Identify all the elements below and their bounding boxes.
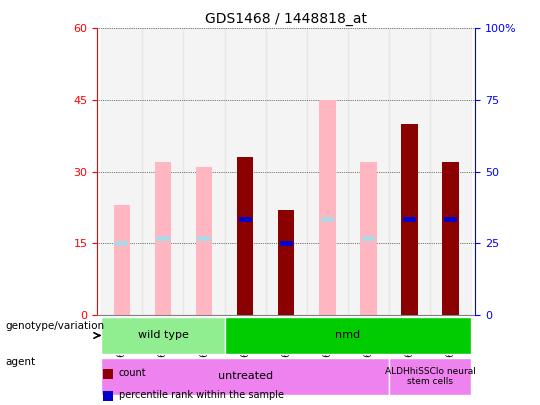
Bar bbox=[102, 28, 143, 315]
Bar bbox=[157, 236, 170, 241]
Text: genotype/variation: genotype/variation bbox=[5, 321, 105, 331]
Bar bbox=[442, 162, 459, 315]
Bar bbox=[319, 100, 335, 315]
Text: agent: agent bbox=[5, 358, 36, 367]
Bar bbox=[321, 217, 334, 222]
Bar bbox=[444, 217, 457, 222]
FancyBboxPatch shape bbox=[102, 358, 389, 395]
Bar bbox=[348, 28, 389, 315]
Text: untreated: untreated bbox=[218, 371, 273, 382]
Bar bbox=[266, 28, 307, 315]
Bar bbox=[184, 28, 225, 315]
Title: GDS1468 / 1448818_at: GDS1468 / 1448818_at bbox=[205, 12, 367, 26]
Bar bbox=[115, 241, 129, 246]
Bar bbox=[401, 124, 417, 315]
Bar bbox=[113, 205, 130, 315]
Text: count: count bbox=[119, 368, 146, 377]
Text: ALDHhiSSClo neural
stem cells: ALDHhiSSClo neural stem cells bbox=[384, 367, 475, 386]
Bar bbox=[196, 167, 212, 315]
Bar bbox=[403, 217, 416, 222]
Bar bbox=[307, 28, 348, 315]
Bar bbox=[362, 236, 375, 241]
Bar bbox=[360, 162, 376, 315]
Text: wild type: wild type bbox=[138, 330, 188, 341]
Text: percentile rank within the sample: percentile rank within the sample bbox=[119, 390, 284, 400]
FancyBboxPatch shape bbox=[389, 358, 471, 395]
Bar bbox=[278, 210, 294, 315]
Bar bbox=[225, 28, 266, 315]
FancyBboxPatch shape bbox=[225, 317, 471, 354]
Bar bbox=[155, 162, 171, 315]
Bar bbox=[239, 217, 252, 222]
Bar bbox=[389, 28, 430, 315]
Text: nmd: nmd bbox=[335, 330, 360, 341]
Bar bbox=[143, 28, 184, 315]
Bar bbox=[198, 236, 211, 241]
Bar bbox=[430, 28, 471, 315]
Bar bbox=[237, 157, 253, 315]
Bar bbox=[280, 241, 293, 246]
FancyBboxPatch shape bbox=[102, 317, 225, 354]
